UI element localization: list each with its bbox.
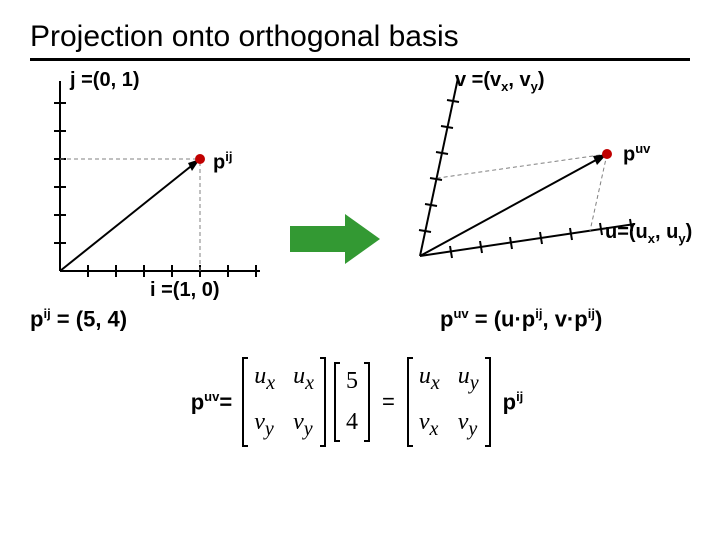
equals-sign: = — [382, 389, 395, 415]
vector-pij: 54 — [334, 362, 370, 442]
pij-equation: pij = (5, 4) — [30, 306, 280, 332]
pij-point-label: pij — [213, 149, 232, 175]
puv-point-label: puv — [623, 141, 650, 167]
left-chart: j =(0, 1) pij pij = (5, 4) i =(1, 0) — [30, 71, 280, 332]
right-chart: v =(vx, vy) puv u=(ux, uy) puv = (u·pij,… — [390, 71, 690, 332]
u-axis-label: u=(ux, uy) — [605, 221, 692, 246]
right-chart-svg — [390, 71, 680, 291]
v-axis-label: v =(vx, vy) — [455, 69, 545, 94]
transform-arrow-icon — [290, 214, 380, 264]
eq-lhs: puv= — [191, 389, 232, 415]
matrix-2: uxuy vxvy — [407, 357, 491, 447]
left-chart-svg — [30, 71, 280, 291]
i-axis-label: i =(1, 0) — [150, 279, 219, 302]
matrix-equation: puv= uxux vyvy 54 = uxuy vxvy pij — [30, 357, 690, 447]
eq-rhs: pij — [503, 389, 524, 415]
matrix-1: uxux vyvy — [242, 357, 326, 447]
charts-row: j =(0, 1) pij pij = (5, 4) i =(1, 0) — [30, 71, 690, 332]
puv-equation: puv = (u·pij, v·pij) — [440, 306, 690, 332]
j-axis-label: j =(0, 1) — [70, 69, 139, 92]
slide-title: Projection onto orthogonal basis — [30, 20, 690, 61]
